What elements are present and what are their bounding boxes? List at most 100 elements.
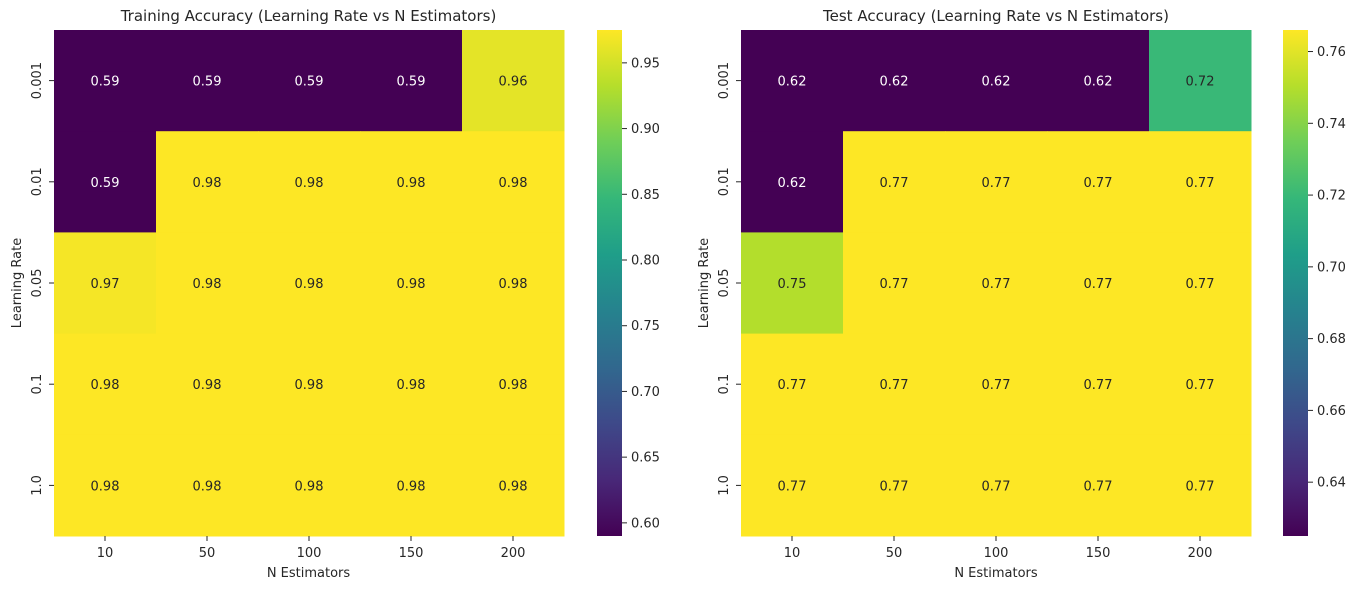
training-x-tick-label: 50: [199, 546, 216, 561]
test-cell-value-label: 0.77: [778, 378, 807, 393]
test-colorbar-tick-label: 0.68: [1317, 332, 1346, 347]
training-cell-value-label: 0.98: [499, 378, 528, 393]
test-chart-title: Test Accuracy (Learning Rate vs N Estima…: [822, 7, 1169, 25]
test-cell-value-label: 0.77: [1084, 277, 1113, 292]
training-heatmap-cell: [54, 131, 157, 233]
training-cell-value-label: 0.98: [91, 378, 120, 393]
training-x-tick-label: 200: [501, 546, 526, 561]
training-heatmap-cell: [156, 131, 259, 233]
training-cell-value-label: 0.97: [91, 277, 120, 292]
training-colorbar: 0.60 0.65 0.70 0.75 0.80 0.85 0.90 0.95: [597, 30, 660, 536]
test-cell-value-label: 0.72: [1186, 75, 1215, 90]
test-y-tick-label: 0.01: [717, 167, 732, 196]
training-colorbar-tick-label: 0.75: [631, 319, 660, 334]
test-colorbar-tick-label: 0.74: [1317, 117, 1346, 132]
training-heatmap-cell: [258, 131, 361, 233]
test-heatmap-cell: [1149, 131, 1252, 233]
training-heatmap-cell: [462, 232, 565, 335]
training-heatmap-cell: [360, 131, 463, 233]
training-chart-title: Training Accuracy (Learning Rate vs N Es…: [120, 7, 497, 25]
test-x-axis-label: N Estimators: [954, 566, 1038, 581]
test-heatmap-cell: [741, 30, 844, 132]
test-heatmap-cell: [1047, 232, 1150, 335]
training-cell-value-label: 0.98: [295, 277, 324, 292]
test-colorbar-tick-label: 0.64: [1317, 476, 1346, 491]
test-cell-value-label: 0.77: [1186, 277, 1215, 292]
training-colorbar-tick-label: 0.85: [631, 188, 660, 203]
training-heatmap-cell: [54, 434, 157, 537]
training-accuracy-panel: Training Accuracy (Learning Rate vs N Es…: [10, 7, 660, 581]
test-heatmap-cell: [843, 232, 946, 335]
training-cell-value-label: 0.98: [193, 479, 222, 494]
training-y-tick-label: 1.0: [30, 475, 45, 496]
training-x-tick-label: 150: [399, 546, 424, 561]
test-cell-value-label: 0.77: [880, 277, 909, 292]
test-cell-value-label: 0.77: [1186, 176, 1215, 191]
test-colorbar-gradient: [1283, 30, 1308, 536]
training-heatmap-cell: [360, 232, 463, 335]
training-cell-value-label: 0.59: [295, 75, 324, 90]
training-cell-value-label: 0.98: [295, 479, 324, 494]
test-heatmap-cell: [843, 30, 946, 132]
test-heatmap-cell: [1149, 333, 1252, 436]
training-heatmap-cell: [462, 30, 565, 132]
training-x-tick-label: 10: [97, 546, 114, 561]
training-colorbar-gradient: [597, 30, 622, 536]
training-cell-value-label: 0.59: [91, 176, 120, 191]
training-colorbar-tick-label: 0.70: [631, 385, 660, 400]
test-cell-value-label: 0.77: [880, 479, 909, 494]
test-y-tick-label: 0.05: [717, 269, 732, 298]
test-heatmap-cell: [945, 30, 1048, 132]
training-heatmap-cell: [54, 232, 157, 335]
test-y-tick-label: 0.001: [717, 62, 732, 99]
training-heatmap-cell: [258, 333, 361, 436]
test-heatmap-cell: [741, 131, 844, 233]
training-colorbar-tick-label: 0.65: [631, 451, 660, 466]
training-heatmap-cell: [156, 333, 259, 436]
training-heatmap-cells: 0.59 0.59 0.59 0.59 0.96 0.59 0.98 0.98 0.98 0.98…: [54, 30, 565, 537]
training-cell-value-label: 0.98: [295, 378, 324, 393]
training-x-axis-label: N Estimators: [267, 566, 351, 581]
test-cell-value-label: 0.77: [1084, 378, 1113, 393]
training-heatmap-cell: [462, 434, 565, 537]
training-y-tick-label: 0.1: [30, 374, 45, 395]
test-accuracy-panel: Test Accuracy (Learning Rate vs N Estima…: [697, 7, 1346, 581]
test-heatmap-cells: 0.62 0.62 0.62 0.62 0.72 0.62 0.77 0.77 0.77 0.77…: [741, 30, 1252, 537]
test-heatmap-cell: [945, 232, 1048, 335]
training-colorbar-tick-label: 0.60: [631, 516, 660, 531]
test-heatmap-cell: [1149, 232, 1252, 335]
training-y-axis-label: Learning Rate: [10, 238, 25, 328]
training-cell-value-label: 0.98: [397, 378, 426, 393]
test-colorbar-tick-label: 0.72: [1317, 189, 1346, 204]
test-cell-value-label: 0.77: [1084, 479, 1113, 494]
test-heatmap-cell: [741, 333, 844, 436]
test-heatmap-cell: [843, 434, 946, 537]
training-cell-value-label: 0.98: [397, 277, 426, 292]
training-cell-value-label: 0.98: [295, 176, 324, 191]
training-cell-value-label: 0.59: [91, 75, 120, 90]
training-heatmap-cell: [360, 333, 463, 436]
training-heatmap-cell: [54, 30, 157, 132]
test-heatmap-cell: [1047, 131, 1150, 233]
training-cell-value-label: 0.59: [397, 75, 426, 90]
test-heatmap-cell: [843, 333, 946, 436]
training-heatmap-cell: [156, 232, 259, 335]
training-heatmap-cell: [258, 434, 361, 537]
test-y-tick-label: 0.1: [717, 374, 732, 395]
test-heatmap-cell: [945, 131, 1048, 233]
training-cell-value-label: 0.59: [193, 75, 222, 90]
training-colorbar-tick-label: 0.80: [631, 254, 660, 269]
test-cell-value-label: 0.62: [778, 75, 807, 90]
test-x-ticks: 10 50 100 150 200: [784, 536, 1212, 561]
test-cell-value-label: 0.77: [880, 378, 909, 393]
test-cell-value-label: 0.62: [880, 75, 909, 90]
training-x-ticks: 10 50 100 150 200: [97, 536, 526, 561]
training-heatmap-cell: [54, 333, 157, 436]
test-heatmap-cell: [1047, 333, 1150, 436]
test-colorbar: 0.64 0.66 0.68 0.70 0.72 0.74 0.76: [1283, 30, 1346, 536]
test-x-tick-label: 10: [784, 546, 801, 561]
test-cell-value-label: 0.77: [982, 479, 1011, 494]
test-y-tick-label: 1.0: [717, 475, 732, 496]
